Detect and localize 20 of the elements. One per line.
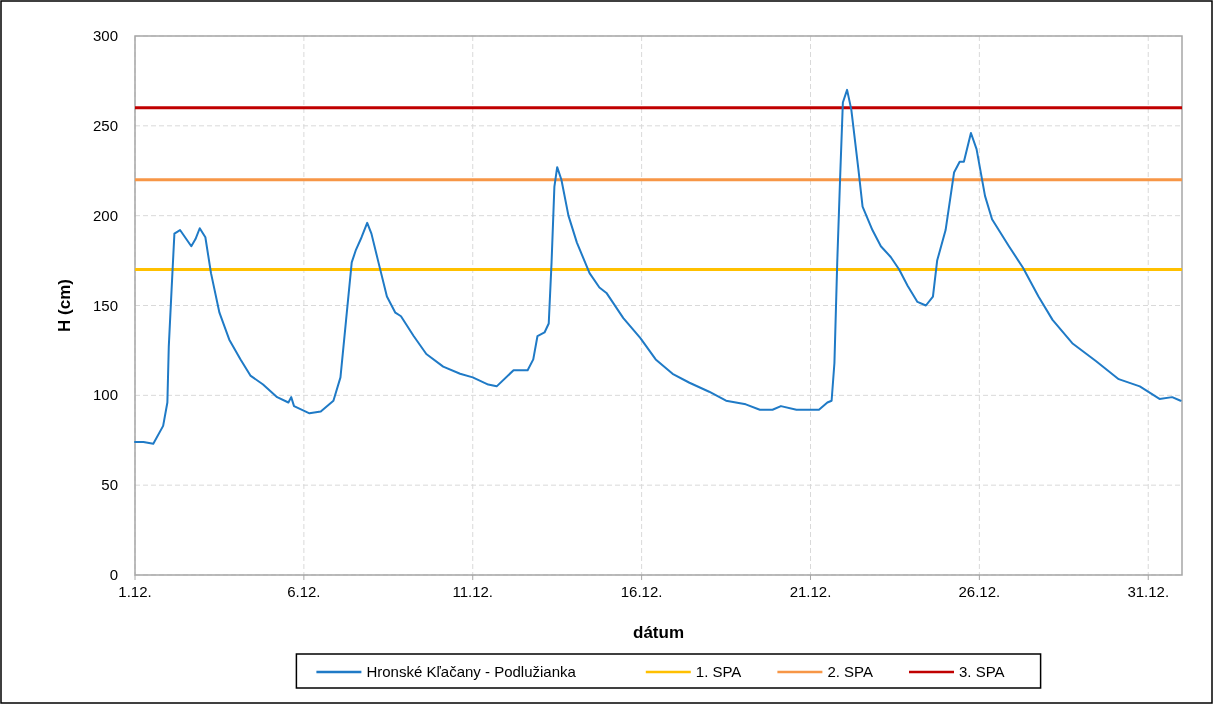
x-tick-label: 16.12. — [620, 583, 663, 600]
x-tick-label: 21.12. — [789, 583, 832, 600]
y-axis-title: H (cm) — [55, 279, 74, 332]
x-tick-label: 31.12. — [1127, 583, 1170, 600]
legend-label: 3. SPA — [959, 663, 1005, 680]
legend-label: Hronské Kľačany - Podlužianka — [366, 663, 577, 680]
x-axis-title: dátum — [633, 623, 684, 642]
y-tick-label: 300 — [92, 27, 118, 44]
x-tick-label: 26.12. — [958, 583, 1001, 600]
y-tick-label: 100 — [92, 386, 118, 404]
y-tick-label: 50 — [101, 476, 118, 494]
y-tick-label: 200 — [92, 206, 118, 224]
y-tick-label: 150 — [92, 296, 118, 314]
y-tick-label: 0 — [109, 566, 118, 583]
y-tick-label: 250 — [92, 116, 118, 134]
x-tick-label: 11.12. — [452, 583, 494, 600]
legend-label: 2. SPA — [827, 663, 873, 680]
x-tick-label: 6.12. — [287, 583, 321, 600]
legend-label: 1. SPA — [695, 663, 742, 680]
x-tick-label: 1.12. — [118, 583, 152, 600]
